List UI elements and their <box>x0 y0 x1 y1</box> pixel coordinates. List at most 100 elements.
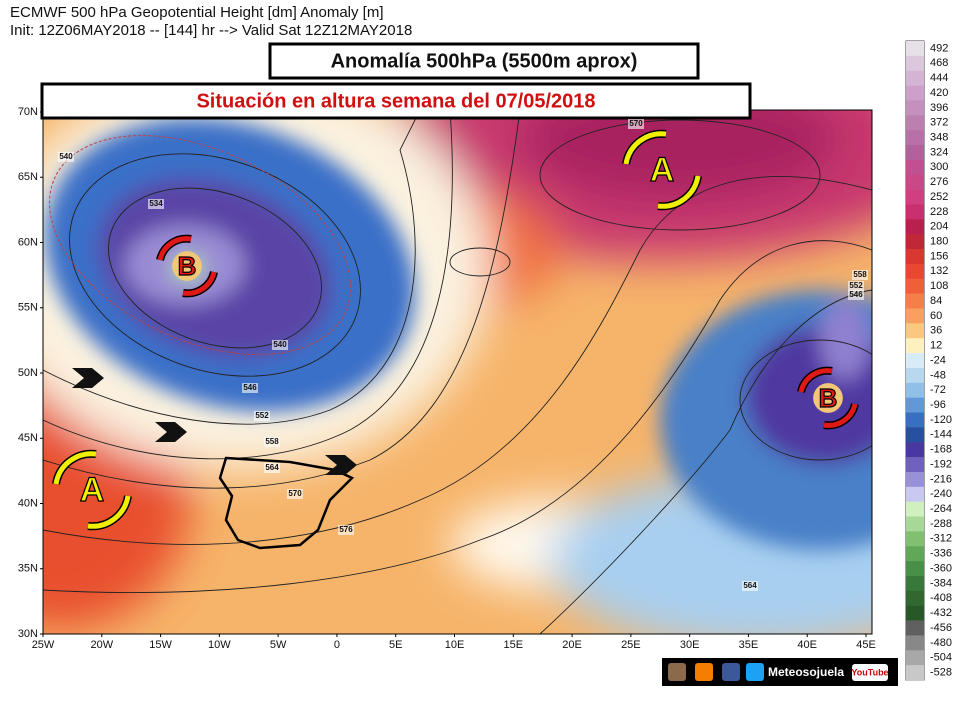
colorbar-label: -504 <box>930 652 952 664</box>
contour <box>43 110 421 425</box>
colorbar-swatch <box>906 442 924 458</box>
contour-label-bg <box>338 525 354 535</box>
colorbar-label: -24 <box>930 354 946 366</box>
circulation-arrow <box>157 236 192 261</box>
colorbar-label: -168 <box>930 444 952 456</box>
contour-label-bg <box>264 437 280 447</box>
center-letter: B <box>178 251 197 281</box>
colorbar-swatch <box>906 115 924 131</box>
colorbar-label: 204 <box>930 221 948 233</box>
colorbar-label: 372 <box>930 117 948 129</box>
title-box <box>40 82 752 120</box>
longitude-label: 5E <box>389 639 402 651</box>
colorbar-label: -360 <box>930 562 952 574</box>
flow-arrow <box>72 368 104 388</box>
colorbar-label: 348 <box>930 131 948 143</box>
colorbar-swatch <box>906 531 924 547</box>
circulation-arrow <box>798 368 833 393</box>
colorbar-label: 60 <box>930 310 942 322</box>
colorbar-swatch <box>906 249 924 265</box>
colorbar-label: 468 <box>930 57 948 69</box>
colorbar-label: 36 <box>930 325 942 337</box>
contour <box>539 289 872 634</box>
colorbar-label: -336 <box>930 548 952 560</box>
colorbar-label: -120 <box>930 414 952 426</box>
latitude-label: 30N <box>18 628 38 640</box>
colorbar-label: 228 <box>930 206 948 218</box>
colorbar-label: 396 <box>930 102 948 114</box>
colorbar-swatch <box>906 159 924 176</box>
contour <box>739 339 872 461</box>
pressure-center: A <box>622 129 702 211</box>
colorbar-swatch <box>906 382 924 398</box>
longitude-label: 30E <box>680 639 700 651</box>
header-line: ECMWF 500 hPa Geopotential Height [dm] A… <box>10 4 384 21</box>
latitude-label: 60N <box>18 236 38 248</box>
colorbar-swatch <box>906 204 924 220</box>
contour <box>69 153 361 377</box>
anomaly-field <box>43 110 872 634</box>
colorbar-swatch <box>906 397 924 413</box>
colorbar-swatch <box>906 367 924 384</box>
colorbar-label: 492 <box>930 42 948 54</box>
contour-label-bg <box>254 411 270 421</box>
longitude-label: 20W <box>90 639 113 651</box>
colorbar-swatch <box>906 590 924 606</box>
contour-label-bg <box>742 581 758 591</box>
circulation-arrow <box>823 403 858 428</box>
colorbar-swatch <box>906 486 924 502</box>
latitude-label: 50N <box>18 367 38 379</box>
colorbar-swatch <box>906 70 924 86</box>
colorbar-swatch <box>906 174 924 190</box>
colorbar-swatch <box>906 189 924 205</box>
colorbar-swatch <box>906 234 924 250</box>
contour-label-bg <box>848 281 864 291</box>
circulation-arrow <box>87 495 131 529</box>
center-letter: A <box>80 471 105 509</box>
contour-label: 564 <box>743 581 757 590</box>
dashed-contour <box>49 135 351 355</box>
circulation-arrow <box>657 175 701 209</box>
colorbar-label: -528 <box>930 666 952 678</box>
colorbar-swatch <box>906 85 924 101</box>
colorbar-swatch <box>906 100 924 116</box>
colorbar-swatch <box>906 546 924 562</box>
latitude-label: 65N <box>18 171 38 183</box>
colorbar-label: -96 <box>930 399 946 411</box>
contour-label: 546 <box>243 383 257 392</box>
contour-label: 558 <box>265 437 279 446</box>
center-letter: B <box>819 383 838 413</box>
colorbar-label: -288 <box>930 518 952 530</box>
colorbar-label: -384 <box>930 577 952 589</box>
colorbar-swatch <box>906 620 924 636</box>
brand-name: Meteosojuela <box>768 665 844 679</box>
contour <box>539 119 821 231</box>
contour-label-bg <box>242 383 258 393</box>
colorbar-swatch <box>906 516 924 532</box>
icon-twitter <box>746 663 764 681</box>
latitude-label: 55N <box>18 302 38 314</box>
center-disc <box>172 251 202 281</box>
colorbar-swatch <box>906 308 924 324</box>
contour-label: 546 <box>849 290 863 299</box>
longitude-label: 35E <box>739 639 759 651</box>
colorbar-swatch <box>906 605 924 621</box>
colorbar-label: -408 <box>930 592 952 604</box>
title-box <box>268 42 700 80</box>
colorbar-label: 84 <box>930 295 942 307</box>
contour-label: 540 <box>273 340 287 349</box>
colorbar-swatch <box>906 427 924 443</box>
title: Anomalía 500hPa (5500m aprox) <box>331 50 638 72</box>
longitude-label: 45E <box>856 639 876 651</box>
contour-label-bg <box>628 119 644 129</box>
contour-label: 558 <box>853 270 867 279</box>
colorbar-swatch <box>906 412 924 428</box>
colorbar-label: 156 <box>930 250 948 262</box>
header-line: Init: 12Z06MAY2018 -- [144] hr --> Valid… <box>10 22 412 39</box>
youtube-label: YouTube <box>851 667 888 677</box>
contour-label: 552 <box>849 281 863 290</box>
center-letter: A <box>650 151 675 189</box>
colorbar-swatch <box>906 278 924 294</box>
contour <box>43 240 872 593</box>
